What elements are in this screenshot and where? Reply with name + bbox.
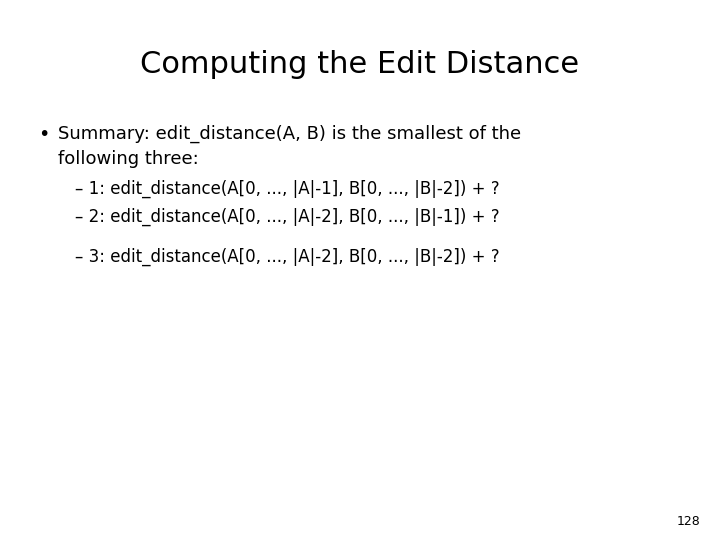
Text: Summary: edit_distance(A, B) is the smallest of the: Summary: edit_distance(A, B) is the smal…: [58, 125, 521, 143]
Text: 128: 128: [676, 515, 700, 528]
Text: – 2: edit_distance(A[0, ..., |A|-2], B[0, ..., |B|-1]) + ?: – 2: edit_distance(A[0, ..., |A|-2], B[0…: [75, 208, 500, 226]
Text: – 1: edit_distance(A[0, ..., |A|-1], B[0, ..., |B|-2]) + ?: – 1: edit_distance(A[0, ..., |A|-1], B[0…: [75, 180, 500, 198]
Text: – 3: edit_distance(A[0, ..., |A|-2], B[0, ..., |B|-2]) + ?: – 3: edit_distance(A[0, ..., |A|-2], B[0…: [75, 248, 500, 266]
Text: following three:: following three:: [58, 150, 199, 168]
Text: Computing the Edit Distance: Computing the Edit Distance: [140, 50, 580, 79]
Text: •: •: [38, 125, 50, 144]
